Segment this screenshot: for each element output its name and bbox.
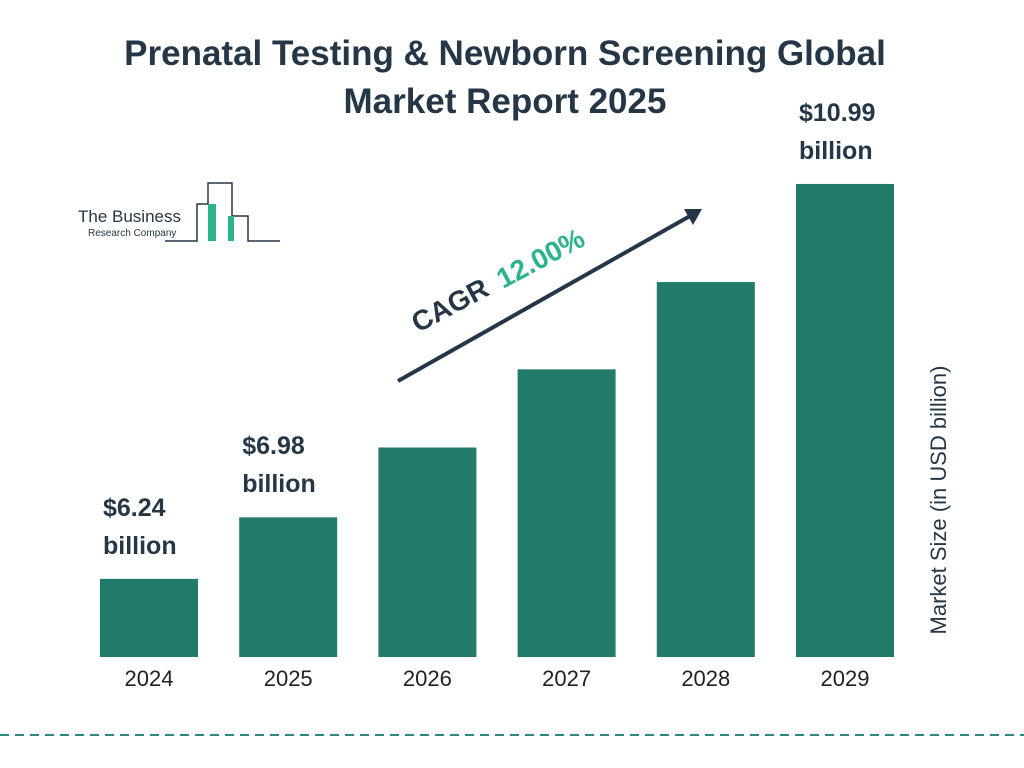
logo bbox=[165, 182, 280, 242]
cagr-label: CAGR bbox=[406, 272, 493, 338]
chart-title: Prenatal Testing & Newborn Screening Glo… bbox=[124, 34, 886, 121]
logo-subtext: Research Company bbox=[88, 228, 176, 239]
bar bbox=[100, 578, 198, 657]
logo-text: The Business bbox=[78, 207, 181, 226]
bar bbox=[239, 517, 338, 657]
value-label: $6.24 billion bbox=[103, 493, 177, 560]
x-tick-label: 2025 bbox=[264, 666, 313, 691]
bar bbox=[378, 447, 477, 657]
cagr: CAGR 12.00% bbox=[397, 209, 702, 383]
bar bbox=[656, 282, 755, 657]
x-tick-label: 2028 bbox=[681, 666, 730, 691]
x-tick-label: 2027 bbox=[542, 666, 591, 691]
value-label: $10.99 billion bbox=[799, 98, 876, 165]
x-tick-label: 2026 bbox=[403, 666, 452, 691]
bar bbox=[796, 183, 894, 657]
x-tick-label: 2024 bbox=[125, 666, 174, 691]
y-axis-label: Market Size (in USD billion) bbox=[926, 366, 951, 635]
x-tick-label: 2029 bbox=[821, 666, 870, 691]
cagr-value: 12.00% bbox=[491, 222, 589, 294]
value-label: $6.98 billion bbox=[242, 432, 316, 499]
bar bbox=[517, 369, 616, 657]
